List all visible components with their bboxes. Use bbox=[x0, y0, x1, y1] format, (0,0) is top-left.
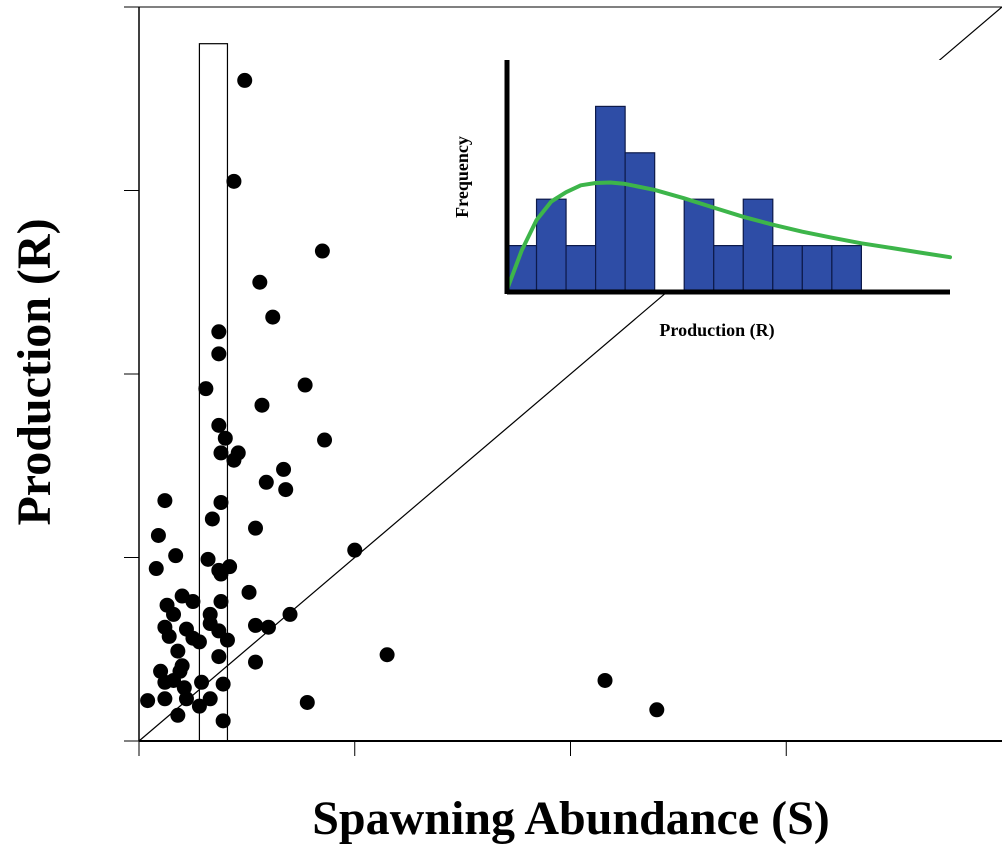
data-point bbox=[170, 707, 186, 723]
histogram-bar bbox=[594, 105, 626, 293]
data-point bbox=[157, 691, 173, 707]
data-point bbox=[204, 511, 220, 527]
data-point bbox=[297, 377, 313, 393]
data-point bbox=[168, 548, 184, 564]
histogram-bar bbox=[801, 245, 833, 293]
data-point bbox=[278, 482, 294, 498]
data-point bbox=[213, 494, 229, 510]
data-point bbox=[202, 691, 218, 707]
data-point bbox=[213, 594, 229, 610]
data-point bbox=[161, 628, 177, 644]
data-point bbox=[191, 634, 207, 650]
inset-histogram bbox=[504, 60, 952, 295]
data-point bbox=[226, 452, 242, 468]
data-point bbox=[248, 654, 264, 670]
data-point bbox=[282, 606, 298, 622]
data-point bbox=[260, 619, 276, 635]
y-axis-title: Production (R) bbox=[8, 218, 61, 525]
data-point bbox=[252, 274, 268, 290]
data-point bbox=[219, 632, 235, 648]
data-point bbox=[213, 445, 229, 461]
data-point bbox=[178, 691, 194, 707]
data-point bbox=[314, 243, 330, 259]
data-point bbox=[166, 606, 182, 622]
data-point bbox=[248, 617, 264, 633]
data-point bbox=[200, 551, 216, 567]
data-point bbox=[211, 324, 227, 340]
inset-x-axis-title: Production (R) bbox=[659, 320, 774, 341]
scatter-points bbox=[140, 72, 665, 729]
data-point bbox=[347, 542, 363, 558]
data-point bbox=[157, 674, 173, 690]
data-point bbox=[185, 594, 201, 610]
data-point bbox=[258, 474, 274, 490]
x-axis-title: Spawning Abundance (S) bbox=[312, 792, 830, 845]
plot-frame bbox=[124, 6, 1002, 756]
data-point bbox=[215, 676, 231, 692]
data-point bbox=[299, 694, 315, 710]
data-point bbox=[265, 309, 281, 325]
density-curve bbox=[505, 180, 952, 292]
histogram-bar bbox=[624, 152, 656, 293]
data-point bbox=[248, 520, 264, 536]
inset-y-axis-title: Frequency bbox=[452, 136, 472, 218]
data-point bbox=[194, 674, 210, 690]
data-point bbox=[649, 702, 665, 718]
data-point bbox=[150, 527, 166, 543]
data-point bbox=[170, 643, 186, 659]
data-point bbox=[597, 672, 613, 688]
data-point bbox=[211, 649, 227, 665]
data-point bbox=[237, 72, 253, 88]
data-point bbox=[226, 173, 242, 189]
data-point bbox=[213, 566, 229, 582]
data-point bbox=[157, 493, 173, 509]
data-point bbox=[317, 432, 333, 448]
data-point bbox=[276, 461, 292, 477]
histogram-bar bbox=[831, 245, 862, 293]
data-point bbox=[148, 561, 164, 577]
histogram-bar bbox=[772, 245, 803, 293]
data-point bbox=[211, 346, 227, 362]
data-point bbox=[211, 417, 227, 433]
histogram-bar bbox=[713, 245, 744, 293]
data-point bbox=[191, 698, 207, 714]
data-point bbox=[215, 713, 231, 729]
histogram-bar bbox=[742, 198, 774, 293]
data-point bbox=[140, 693, 156, 709]
data-point bbox=[379, 647, 395, 663]
data-point bbox=[254, 397, 270, 413]
data-point bbox=[241, 584, 257, 600]
data-point bbox=[217, 430, 233, 446]
data-point bbox=[198, 381, 214, 397]
histogram-bar bbox=[683, 198, 715, 293]
histogram-bar bbox=[565, 245, 597, 293]
